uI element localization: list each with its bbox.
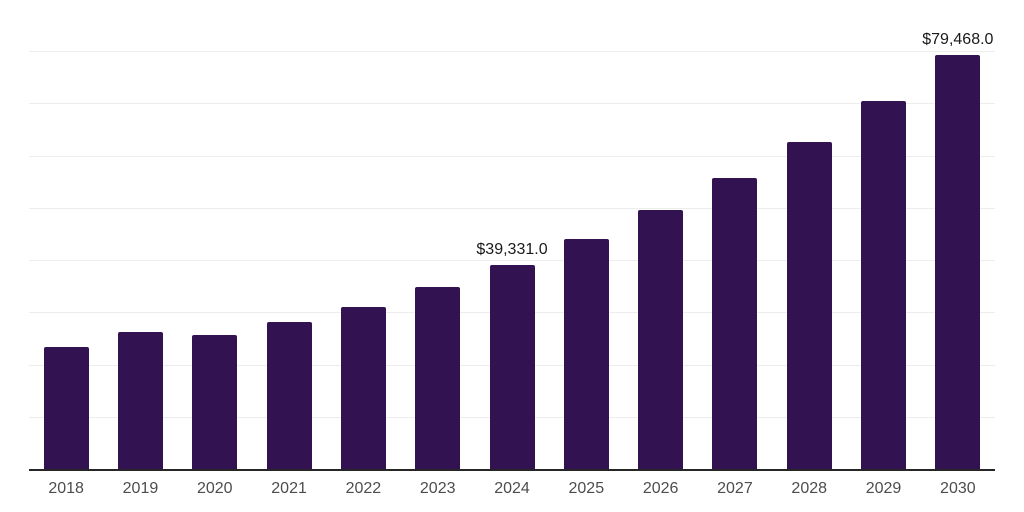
bar-2024 <box>489 264 535 470</box>
gridline-60000 <box>29 155 995 157</box>
bar-2028 <box>786 141 832 470</box>
bar-2027 <box>712 178 758 470</box>
bar-value-label-2024: $39,331.0 <box>476 240 548 258</box>
x-tick-2021: 2021 <box>271 480 307 497</box>
x-tick-2028: 2028 <box>791 480 828 497</box>
plot-area: $39,331.0 $79,468.0 <box>29 0 995 471</box>
bar-2018 <box>43 347 89 470</box>
x-axis-tick-labels: 2018 2019 2020 2021 2022 2023 2024 2025 2026 2027… <box>29 481 995 501</box>
x-tick-2019: 2019 <box>122 480 159 497</box>
x-tick-2022: 2022 <box>345 480 382 497</box>
x-axis-line <box>29 469 995 471</box>
bar-2026 <box>638 210 684 470</box>
gridline-40000 <box>29 260 995 262</box>
x-tick-2020: 2020 <box>196 480 233 497</box>
bar-2029 <box>861 100 907 470</box>
bar-2019 <box>117 332 163 470</box>
bar-2022 <box>340 306 386 470</box>
x-tick-2025: 2025 <box>568 480 605 497</box>
bar-2021 <box>266 322 312 470</box>
x-tick-2026: 2026 <box>642 480 679 497</box>
x-tick-2027: 2027 <box>717 480 753 497</box>
bar-2020 <box>192 335 238 470</box>
x-tick-2023: 2023 <box>419 480 456 497</box>
x-tick-2018: 2018 <box>48 480 84 497</box>
gridline-80000 <box>29 51 995 53</box>
x-tick-2024: 2024 <box>494 480 530 497</box>
bar-2025 <box>563 239 609 470</box>
x-tick-2029: 2029 <box>865 480 902 497</box>
bar-value-label-2030: $79,468.0 <box>922 31 994 49</box>
bar-2023 <box>415 286 461 470</box>
gridline-70000 <box>29 103 995 105</box>
bar-2030 <box>935 55 981 470</box>
gridline-50000 <box>29 207 995 209</box>
x-tick-2030: 2030 <box>940 480 976 497</box>
